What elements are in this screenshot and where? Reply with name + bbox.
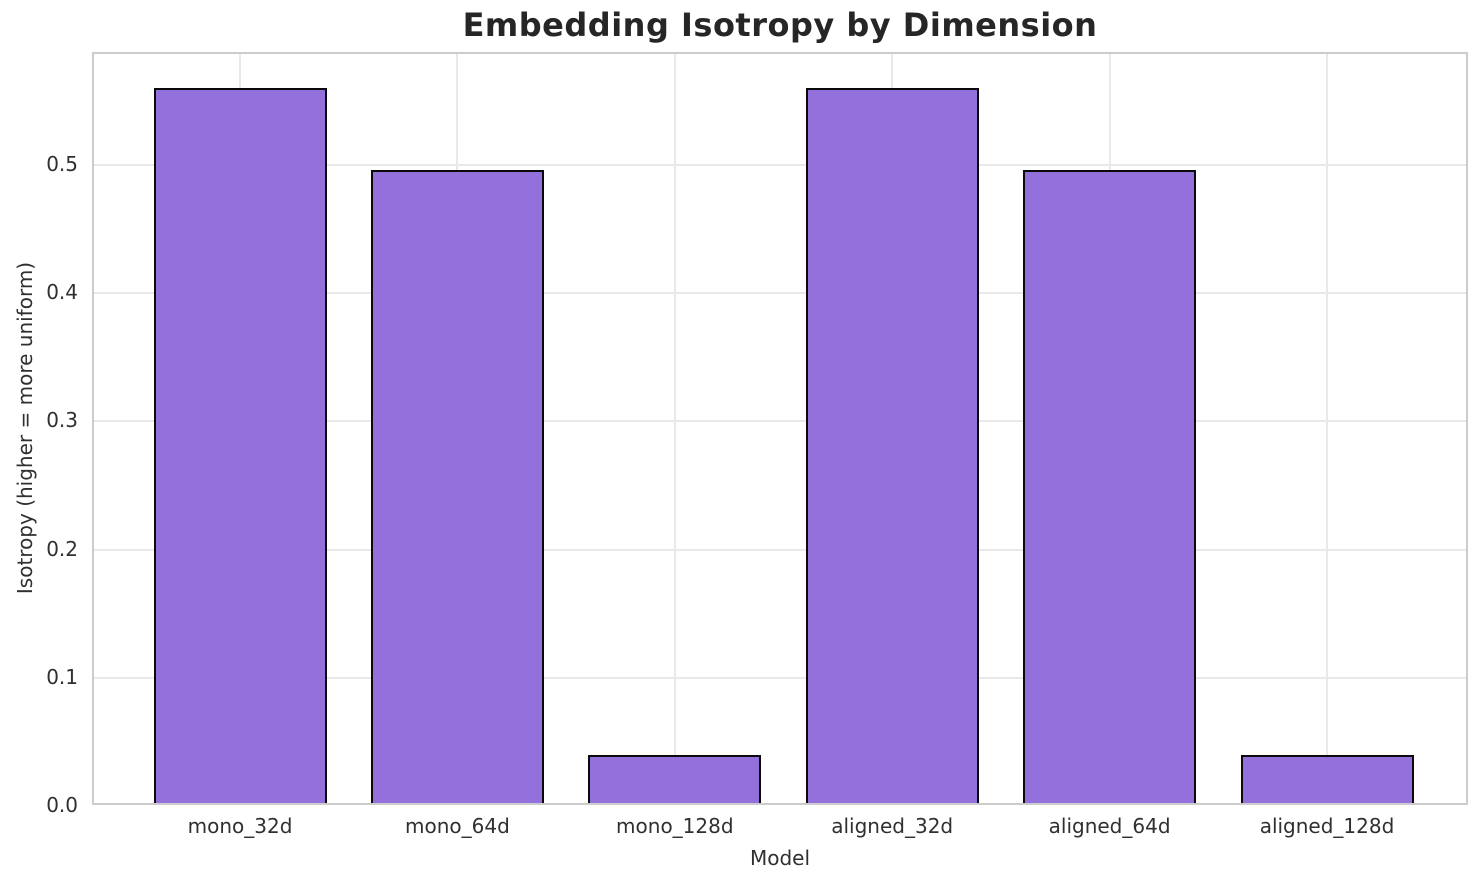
bar-mono_64d	[370, 170, 544, 803]
h-gridline-0.1	[94, 676, 1466, 679]
x-tick-label-aligned_32d: aligned_32d	[831, 814, 954, 838]
bar-aligned_128d	[1240, 755, 1414, 803]
y-tick-label-0.0: 0.0	[46, 793, 78, 817]
h-gridline-0.3	[94, 420, 1466, 423]
x-tick-label-aligned_64d: aligned_64d	[1048, 814, 1171, 838]
v-gridline-aligned_128d	[1326, 54, 1328, 803]
x-tick-label-mono_128d: mono_128d	[616, 814, 734, 838]
y-tick-label-0.4: 0.4	[46, 280, 78, 305]
y-tick-label-0.1: 0.1	[46, 664, 78, 689]
h-gridline-0.4	[94, 292, 1466, 295]
x-axis-label: Model	[749, 846, 811, 870]
plot-area	[92, 52, 1468, 805]
bar-mono_128d	[588, 755, 762, 803]
x-tick-label-mono_64d: mono_64d	[405, 814, 510, 838]
x-tick-label-mono_32d: mono_32d	[187, 814, 293, 838]
chart-title: Embedding Isotropy by Dimension	[462, 6, 1098, 44]
bar-mono_32d	[153, 88, 327, 803]
y-tick-label-0.3: 0.3	[46, 408, 78, 433]
bar-aligned_32d	[805, 88, 979, 803]
bar-aligned_64d	[1023, 170, 1197, 803]
y-tick-label-0.5: 0.5	[46, 152, 78, 176]
h-gridline-0.5	[94, 164, 1466, 166]
y-tick-label-0.2: 0.2	[46, 536, 78, 561]
v-gridline-mono_128d	[673, 54, 676, 803]
h-gridline-0.2	[94, 548, 1466, 551]
x-tick-label-aligned_128d: aligned_128d	[1259, 814, 1395, 838]
